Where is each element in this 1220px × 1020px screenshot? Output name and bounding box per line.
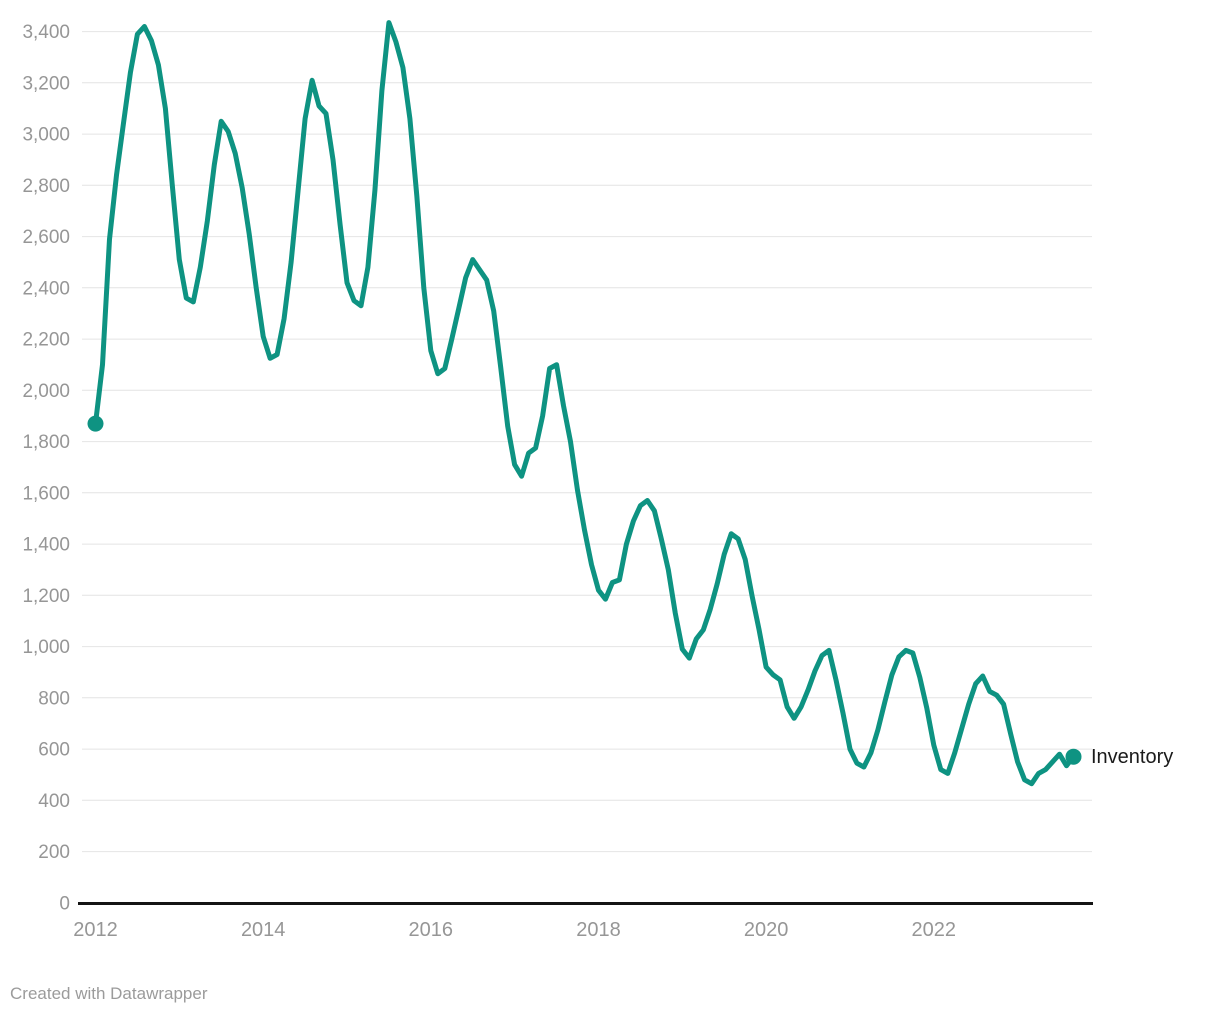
y-tick-label: 2,200 — [22, 330, 70, 351]
y-tick-label: 0 — [59, 893, 70, 914]
x-tick-label: 2014 — [241, 919, 286, 941]
y-tick-label: 800 — [38, 688, 70, 709]
x-tick-label: 2018 — [576, 919, 621, 941]
x-tick-label: 2020 — [744, 919, 789, 941]
inventory-line — [93, 20, 1076, 787]
y-tick-label: 1,200 — [22, 586, 70, 607]
y-tick-label: 2,600 — [22, 227, 70, 248]
y-tick-label: 400 — [38, 791, 70, 812]
y-tick-label: 2,400 — [22, 278, 70, 299]
x-tick-label: 2012 — [73, 919, 118, 941]
series-label-inventory: Inventory — [1091, 746, 1174, 768]
y-tick-label: 2,800 — [22, 176, 70, 197]
y-tick-label: 1,400 — [22, 535, 70, 556]
y-tick-label: 1,600 — [22, 483, 70, 504]
y-tick-label: 3,400 — [22, 22, 70, 43]
line-start-dot — [87, 415, 104, 432]
y-tick-label: 2,000 — [22, 381, 70, 402]
y-tick-label: 1,800 — [22, 432, 70, 453]
y-tick-label: 200 — [38, 842, 70, 863]
x-tick-label: 2016 — [409, 919, 454, 941]
line-end-dot — [1065, 748, 1082, 765]
y-tick-label: 3,000 — [22, 125, 70, 146]
datawrapper-credit: Created with Datawrapper — [10, 984, 208, 1003]
y-tick-label: 1,000 — [22, 637, 70, 658]
x-tick-label: 2022 — [912, 919, 957, 941]
y-tick-label: 600 — [38, 740, 70, 761]
y-tick-label: 3,200 — [22, 73, 70, 94]
